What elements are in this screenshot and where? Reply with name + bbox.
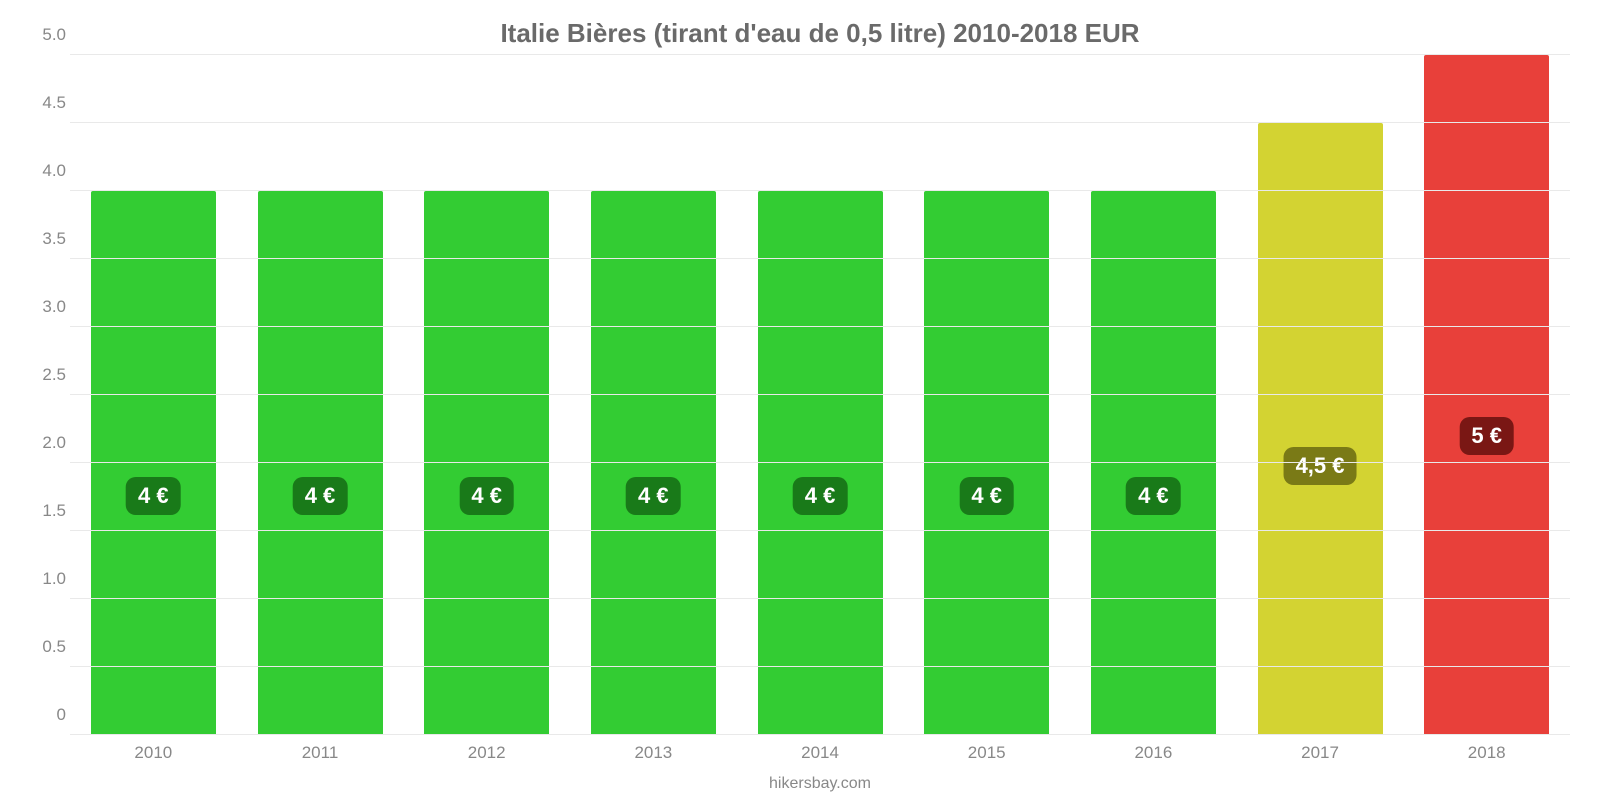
x-axis-tick: 2015: [903, 743, 1070, 773]
bar-value-label: 4 €: [459, 477, 514, 515]
gridline: [70, 54, 1570, 55]
gridline: [70, 666, 1570, 667]
x-axis-tick: 2016: [1070, 743, 1237, 773]
bar-slot: 4 €: [1070, 55, 1237, 735]
bar-slot: 5 €: [1403, 55, 1570, 735]
bar: 4 €: [591, 191, 716, 735]
chart-footer: hikersbay.com: [70, 775, 1570, 793]
bar-value-label: 4,5 €: [1284, 447, 1357, 485]
bar-slot: 4,5 €: [1237, 55, 1404, 735]
x-axis-tick: 2017: [1237, 743, 1404, 773]
gridline: [70, 190, 1570, 191]
y-axis-tick: 1.5: [18, 501, 66, 521]
gridline: [70, 598, 1570, 599]
gridline: [70, 462, 1570, 463]
plot-area: 00.51.01.52.02.53.03.54.04.55.0 4 €4 €4 …: [70, 55, 1570, 735]
y-axis: 00.51.01.52.02.53.03.54.04.55.0: [18, 55, 66, 735]
x-axis-tick: 2014: [737, 743, 904, 773]
bar-slot: 4 €: [403, 55, 570, 735]
bar-slot: 4 €: [70, 55, 237, 735]
x-axis: 201020112012201320142015201620172018: [70, 743, 1570, 773]
y-axis-tick: 4.5: [18, 93, 66, 113]
bar: 4 €: [758, 191, 883, 735]
bar: 5 €: [1424, 55, 1549, 735]
bar: 4 €: [91, 191, 216, 735]
bar-value-label: 4 €: [626, 477, 681, 515]
bar-value-label: 4 €: [1126, 477, 1181, 515]
bar-slot: 4 €: [237, 55, 404, 735]
bar-slot: 4 €: [903, 55, 1070, 735]
gridline: [70, 122, 1570, 123]
bar: 4,5 €: [1258, 123, 1383, 735]
chart-title: Italie Bières (tirant d'eau de 0,5 litre…: [70, 18, 1570, 49]
bar-value-label: 4 €: [126, 477, 181, 515]
bars-container: 4 € 4 € 4 € 4 € 4 € 4 € 4 € 4,5 € 5 €: [70, 55, 1570, 735]
y-axis-tick: 5.0: [18, 25, 66, 45]
bar-value-label: 4 €: [793, 477, 848, 515]
bar-value-label: 4 €: [959, 477, 1014, 515]
y-axis-tick: 1.0: [18, 569, 66, 589]
y-axis-tick: 0.5: [18, 637, 66, 657]
bar-slot: 4 €: [570, 55, 737, 735]
chart-container: Italie Bières (tirant d'eau de 0,5 litre…: [0, 0, 1600, 800]
x-axis-tick: 2013: [570, 743, 737, 773]
x-axis-tick: 2010: [70, 743, 237, 773]
bar: 4 €: [924, 191, 1049, 735]
y-axis-tick: 2.5: [18, 365, 66, 385]
bar-value-label: 5 €: [1459, 417, 1514, 455]
gridline: [70, 734, 1570, 735]
gridline: [70, 530, 1570, 531]
x-axis-tick: 2018: [1403, 743, 1570, 773]
y-axis-tick: 2.0: [18, 433, 66, 453]
gridline: [70, 326, 1570, 327]
y-axis-tick: 0: [18, 705, 66, 725]
bar: 4 €: [258, 191, 383, 735]
bar-value-label: 4 €: [293, 477, 348, 515]
y-axis-tick: 3.5: [18, 229, 66, 249]
x-axis-tick: 2011: [237, 743, 404, 773]
bar-slot: 4 €: [737, 55, 904, 735]
gridline: [70, 394, 1570, 395]
gridline: [70, 258, 1570, 259]
y-axis-tick: 3.0: [18, 297, 66, 317]
bar: 4 €: [424, 191, 549, 735]
bar: 4 €: [1091, 191, 1216, 735]
y-axis-tick: 4.0: [18, 161, 66, 181]
x-axis-tick: 2012: [403, 743, 570, 773]
